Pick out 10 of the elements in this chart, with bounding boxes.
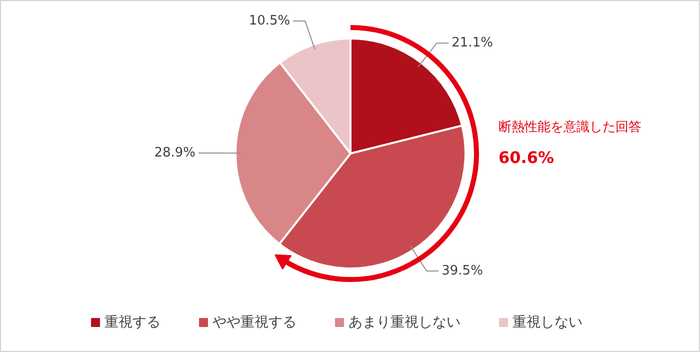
data-label: 10.5%: [248, 14, 290, 29]
text: 断熱性能を意識した回答: [498, 120, 642, 135]
legend-label: あまり重視しない: [348, 314, 460, 330]
text: 60.6%: [498, 148, 554, 167]
data-label: 39.5%: [442, 263, 483, 278]
legend-label: 重視しない: [512, 314, 582, 330]
data-label: 21.1%: [452, 36, 493, 51]
data-label: 28.9%: [154, 146, 196, 161]
legend-label: 重視する: [104, 314, 160, 330]
legend-label: やや重視する: [212, 314, 296, 330]
